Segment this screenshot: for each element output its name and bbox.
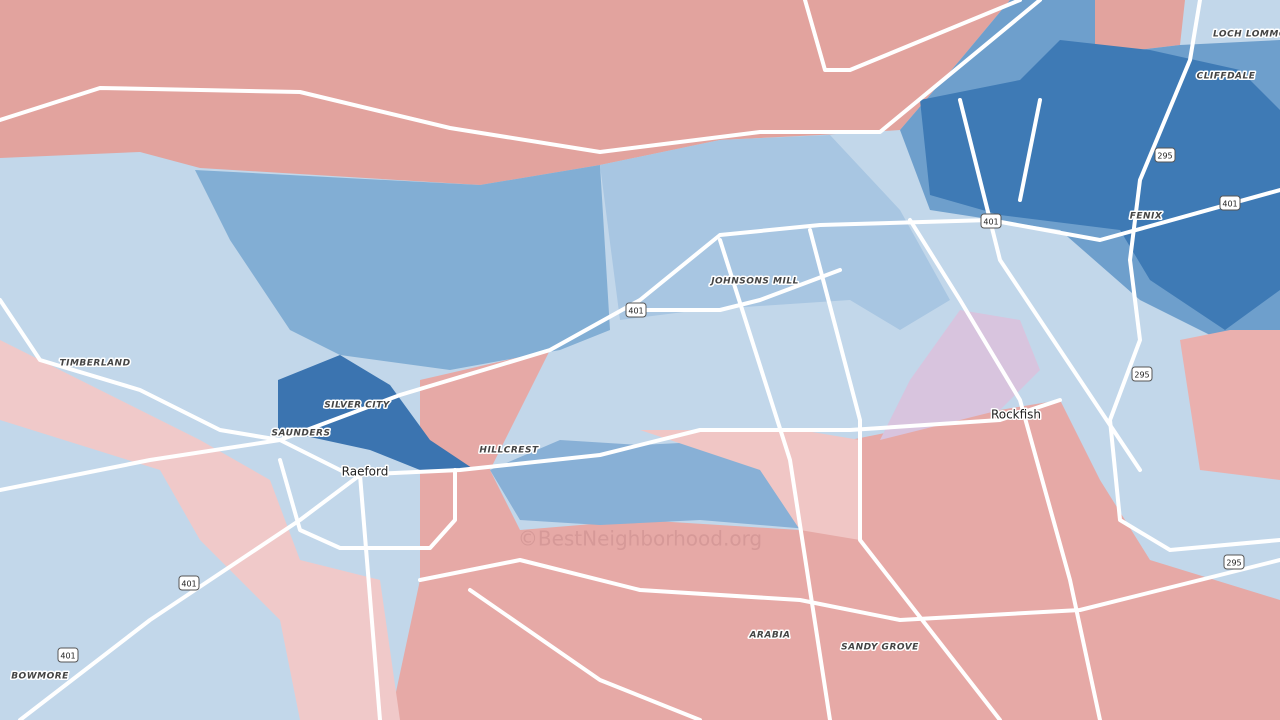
place-label: HILLCREST <box>479 446 539 456</box>
place-label: CLIFFDALE <box>1197 72 1256 82</box>
route-number: 401 <box>983 218 998 227</box>
route-number: 401 <box>60 652 75 661</box>
watermark: ©BestNeighborhood.org <box>518 527 762 551</box>
route-shield <box>57 647 79 663</box>
route-shield <box>1154 147 1176 163</box>
route-shield <box>1223 554 1245 570</box>
place-label: LOCH LOMMO <box>1213 30 1280 40</box>
route-shield <box>1219 195 1241 211</box>
route-shield <box>1131 366 1153 382</box>
place-label: SILVER CITY <box>324 401 391 411</box>
route-number: 295 <box>1226 559 1241 568</box>
route-number: 401 <box>1222 200 1237 209</box>
route-shield <box>178 575 200 591</box>
place-label: ARABIA <box>748 631 790 641</box>
place-label: BOWMORE <box>11 672 69 682</box>
place-label: JOHNSONS MILL <box>709 277 799 287</box>
town-label: Raeford <box>342 465 389 479</box>
labels: LOCH LOMMO CLIFFDALE FENIX JOHNSONS MILL TIM… <box>10 28 1280 683</box>
route-shield <box>980 213 1002 229</box>
place-label: TIMBERLAND <box>59 359 130 369</box>
route-shield <box>625 302 647 318</box>
place-label: SAUNDERS <box>272 429 331 439</box>
route-number: 401 <box>628 307 643 316</box>
town-label: Rockfish <box>991 408 1041 422</box>
route-number: 401 <box>181 580 196 589</box>
place-label: SANDY GROVE <box>841 643 919 653</box>
route-number: 295 <box>1157 152 1172 161</box>
place-label: FENIX <box>1130 212 1163 222</box>
route-number: 295 <box>1134 371 1149 380</box>
